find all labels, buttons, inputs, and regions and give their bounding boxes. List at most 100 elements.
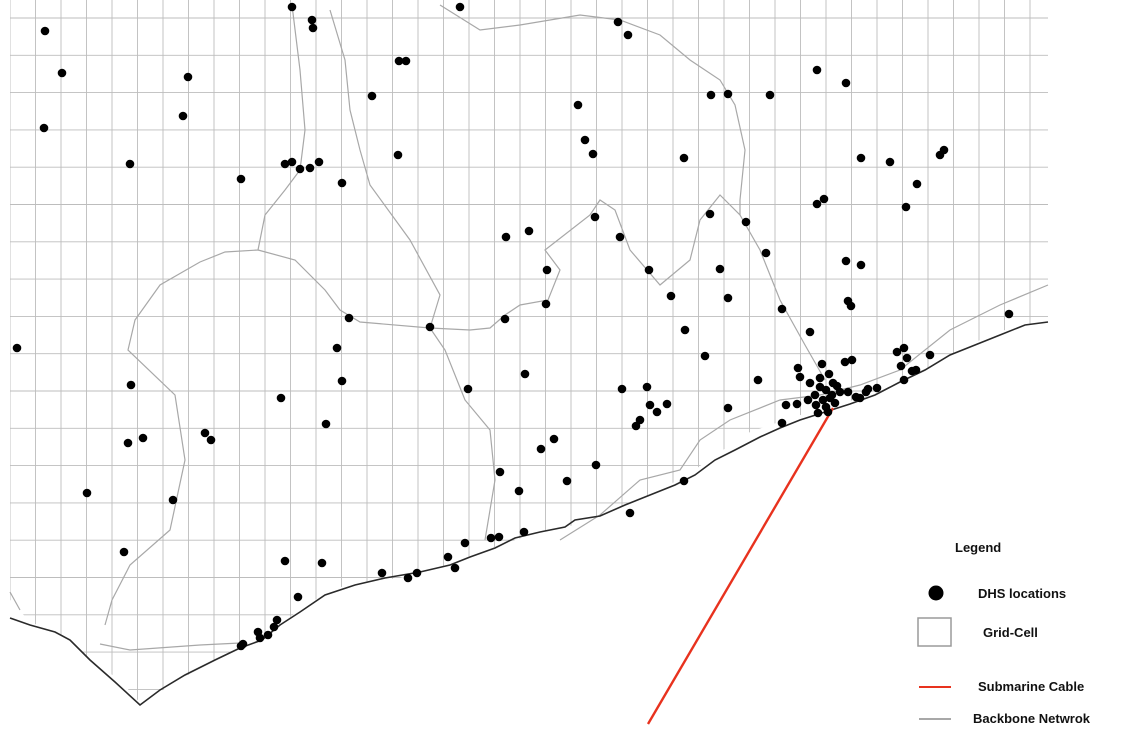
- dhs-location-point: [394, 56, 404, 66]
- dhs-location-point: [425, 322, 435, 332]
- legend-title: Legend: [955, 540, 1001, 555]
- dhs-location-point: [123, 438, 133, 448]
- dhs-location-point: [590, 212, 600, 222]
- dhs-location-point: [562, 476, 572, 486]
- dhs-location-point: [125, 159, 135, 169]
- dhs-location-point: [680, 325, 690, 335]
- submarine-cable: [646, 407, 835, 725]
- dhs-location-point: [460, 538, 470, 548]
- dhs-location-point: [723, 89, 733, 99]
- dhs-location-point: [463, 384, 473, 394]
- dhs-location-point: [811, 400, 821, 410]
- dhs-location-point: [761, 248, 771, 258]
- dhs-location-point: [588, 149, 598, 159]
- dhs-location-point: [287, 157, 297, 167]
- dhs-location-point: [412, 568, 422, 578]
- dhs-location-point: [939, 145, 949, 155]
- legend-label-backbone: Backbone Netwrok: [973, 711, 1091, 726]
- dhs-location-point: [815, 373, 825, 383]
- dhs-location-point: [705, 209, 715, 219]
- dhs-location-point: [652, 407, 662, 417]
- dhs-location-point: [126, 380, 136, 390]
- dhs-location-point: [613, 17, 623, 27]
- dhs-location-point: [287, 2, 297, 12]
- legend-label-grid: Grid-Cell: [983, 625, 1038, 640]
- dhs-location-point: [899, 343, 909, 353]
- dhs-location-point: [494, 532, 504, 542]
- dhs-location-point: [1004, 309, 1014, 319]
- dhs-location-point: [856, 153, 866, 163]
- dhs-location-point: [307, 15, 317, 25]
- dhs-location-point: [377, 568, 387, 578]
- dhs-location-point: [12, 343, 22, 353]
- dhs-location-point: [138, 433, 148, 443]
- dhs-location-point: [843, 387, 853, 397]
- dhs-location-point: [57, 68, 67, 78]
- dhs-location-point: [753, 375, 763, 385]
- dhs-location-point: [542, 265, 552, 275]
- dhs-location-point: [321, 419, 331, 429]
- backbone-line: [439, 4, 746, 215]
- dhs-location-point: [819, 194, 829, 204]
- dhs-location-point: [679, 153, 689, 163]
- dhs-location-point: [902, 353, 912, 363]
- dhs-location-point: [524, 226, 534, 236]
- dhs-location-point: [206, 435, 216, 445]
- dhs-location-point: [272, 615, 282, 625]
- dhs-location-point: [615, 232, 625, 242]
- dhs-location-point: [723, 293, 733, 303]
- backbone-line: [559, 284, 1049, 541]
- dhs-location-point: [818, 395, 828, 405]
- dhs-location-point: [817, 359, 827, 369]
- dhs-location-point: [861, 387, 871, 397]
- dhs-location-point: [236, 641, 246, 651]
- backbone-network: [9, 4, 1049, 651]
- dhs-location-point: [39, 123, 49, 133]
- dhs-location-point: [500, 314, 510, 324]
- dhs-location-point: [846, 301, 856, 311]
- dhs-location-point: [520, 369, 530, 379]
- dhs-location-point: [847, 355, 857, 365]
- dhs-location-point: [541, 299, 551, 309]
- dhs-location-point: [332, 343, 342, 353]
- dhs-location-point: [792, 399, 802, 409]
- dhs-location-point: [821, 385, 831, 395]
- dhs-location-point: [644, 265, 654, 275]
- coastline: [9, 321, 1049, 707]
- dhs-location-point: [741, 217, 751, 227]
- dhs-location-point: [269, 622, 279, 632]
- dhs-location-point: [263, 630, 273, 640]
- dhs-location-point: [625, 508, 635, 518]
- square-outline-icon: [917, 617, 952, 647]
- dhs-location-point: [200, 428, 210, 438]
- dhs-location-point: [573, 100, 583, 110]
- legend: Legend DHS locations Grid-Cell Submarine…: [917, 540, 1091, 726]
- backbone-line: [257, 194, 826, 381]
- dhs-location-point: [795, 372, 805, 382]
- dhs-location-point: [367, 91, 377, 101]
- dhs-location-point: [803, 395, 813, 405]
- dhs-location-point: [443, 552, 453, 562]
- dhs-location-point: [549, 434, 559, 444]
- filled-circle-icon: [928, 585, 944, 601]
- dhs-location-point: [679, 476, 689, 486]
- dhs-location-point: [925, 350, 935, 360]
- dhs-location-point: [293, 592, 303, 602]
- dhs-location-point: [899, 375, 909, 385]
- dhs-location-point: [308, 23, 318, 33]
- dhs-location-point: [666, 291, 676, 301]
- dhs-location-point: [280, 159, 290, 169]
- dhs-location-point: [168, 495, 178, 505]
- dhs-location-point: [178, 111, 188, 121]
- backbone-line: [104, 4, 306, 626]
- dhs-location-point: [82, 488, 92, 498]
- dhs-location-point: [236, 174, 246, 184]
- dhs-location-point: [793, 363, 803, 373]
- dhs-location-point: [824, 369, 834, 379]
- dhs-location-point: [317, 558, 327, 568]
- dhs-location-point: [781, 400, 791, 410]
- dhs-location-point: [519, 527, 529, 537]
- dhs-location-point: [892, 347, 902, 357]
